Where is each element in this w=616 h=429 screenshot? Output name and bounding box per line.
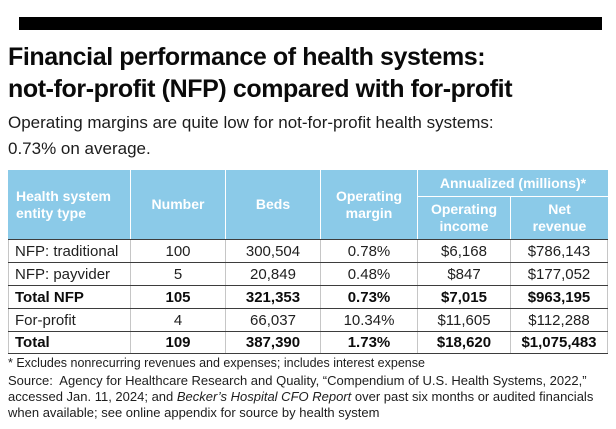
top-accent-bar <box>19 17 602 30</box>
page-title: Financial performance of health systems:… <box>8 43 513 103</box>
cell-operating-income: $6,168 <box>418 240 511 262</box>
asterisk-footnote: * Excludes nonrecurring revenues and exp… <box>8 356 425 370</box>
cell-operating-margin: 0.48% <box>321 263 418 285</box>
cell-operating-income: $7,015 <box>418 286 511 308</box>
cell-operating-income: $18,620 <box>418 332 511 353</box>
cell-operating-margin: 0.73% <box>321 286 418 308</box>
cell-beds: 20,849 <box>226 263 321 285</box>
source-text-prefix: Source: Agency for Healthcare Research a… <box>8 373 591 404</box>
table-header: Health system entity type Number Beds Op… <box>8 170 608 239</box>
table-row: NFP: payvider 5 20,849 0.48% $847 $177,0… <box>8 262 608 285</box>
header-cell-annualized: Annualized (millions)* <box>418 170 608 197</box>
cell-net-revenue: $177,052 <box>511 263 608 285</box>
cell-net-revenue: $786,143 <box>511 240 608 262</box>
cell-beds: 321,353 <box>226 286 321 308</box>
header-cell-number: Number <box>131 170 226 239</box>
notes-section: * Excludes nonrecurring revenues and exp… <box>8 356 612 421</box>
header-cell-operating-income: Operating income <box>418 197 511 239</box>
source-text-italic: Becker’s Hospital CFO Report <box>176 389 352 404</box>
table-row: NFP: traditional 100 300,504 0.78% $6,16… <box>8 239 608 262</box>
header-cell-operating-margin: Operating margin <box>321 170 418 239</box>
cell-net-revenue: $112,288 <box>511 309 608 331</box>
financial-performance-table: Health system entity type Number Beds Op… <box>8 170 608 354</box>
source-text-suffix: over past six months or audited financia… <box>8 389 597 420</box>
table-row: For-profit 4 66,037 10.34% $11,605 $112,… <box>8 308 608 331</box>
header-cell-beds: Beds <box>226 170 321 239</box>
page-subtitle: Operating margins are quite low for not-… <box>8 113 494 158</box>
cell-number: 100 <box>131 240 226 262</box>
cell-operating-income: $847 <box>418 263 511 285</box>
cell-number: 109 <box>131 332 226 353</box>
cell-net-revenue: $1,075,483 <box>511 332 608 353</box>
cell-beds: 300,504 <box>226 240 321 262</box>
cell-entity-type: NFP: payvider <box>8 263 131 285</box>
cell-entity-type: Total NFP <box>8 286 131 308</box>
source-note: Source: Agency for Healthcare Research a… <box>8 373 612 421</box>
cell-operating-margin: 1.73% <box>321 332 418 353</box>
cell-operating-margin: 10.34% <box>321 309 418 331</box>
table-row-total: Total 109 387,390 1.73% $18,620 $1,075,4… <box>8 331 608 354</box>
cell-number: 4 <box>131 309 226 331</box>
cell-beds: 387,390 <box>226 332 321 353</box>
cell-beds: 66,037 <box>226 309 321 331</box>
cell-entity-type: Total <box>8 332 131 353</box>
cell-number: 105 <box>131 286 226 308</box>
cell-net-revenue: $963,195 <box>511 286 608 308</box>
table-row-total-nfp: Total NFP 105 321,353 0.73% $7,015 $963,… <box>8 285 608 308</box>
header-cell-entity-type: Health system entity type <box>8 170 131 239</box>
cell-operating-margin: 0.78% <box>321 240 418 262</box>
cell-operating-income: $11,605 <box>418 309 511 331</box>
cell-entity-type: NFP: traditional <box>8 240 131 262</box>
cell-entity-type: For-profit <box>8 309 131 331</box>
cell-number: 5 <box>131 263 226 285</box>
header-cell-net-revenue: Net revenue <box>532 201 587 234</box>
